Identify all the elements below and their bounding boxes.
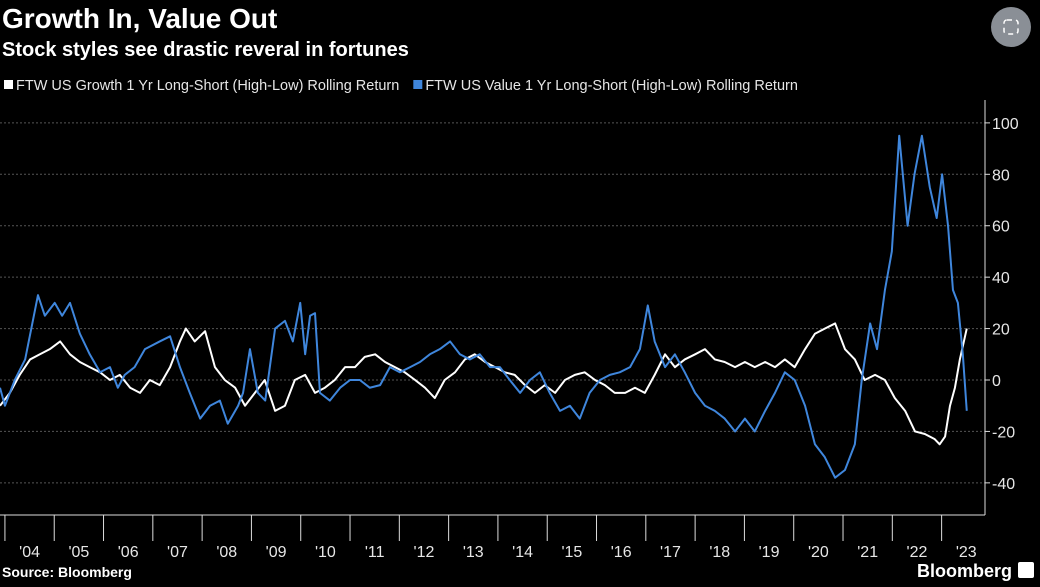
y-tick-label: -40 [992,476,1015,493]
series-line [0,134,968,479]
legend-swatch [4,80,13,89]
x-tick-label: '20 [808,544,829,561]
share-button[interactable] [991,7,1031,47]
y-tick-label: 40 [992,270,1010,287]
legend: FTW US Growth 1 Yr Long-Short (High-Low)… [4,78,798,94]
x-tick-label: '22 [907,544,928,561]
source-note: Source: Bloomberg [2,564,132,580]
x-tick-label: '08 [216,544,237,561]
x-tick-label: '05 [68,544,89,561]
y-tick-label: 80 [992,167,1010,184]
legend-label: FTW US Growth 1 Yr Long-Short (High-Low)… [16,78,399,94]
y-tick-label: 0 [992,373,1001,390]
x-tick-label: '15 [561,544,582,561]
x-tick-label: '10 [315,544,336,561]
x-tick-label: '18 [709,544,730,561]
brand-logo: Bloomberg [917,561,1012,581]
x-tick-label: '12 [414,544,435,561]
x-tick-label: '14 [512,544,533,561]
x-tick-label: '16 [611,544,632,561]
x-tick-label: '06 [118,544,139,561]
y-tick-label: 100 [992,116,1019,133]
x-tick-label: '09 [266,544,287,561]
legend-label: FTW US Value 1 Yr Long-Short (High-Low) … [425,78,798,94]
brand-icon [1018,562,1034,578]
chart-title: Growth In, Value Out [2,3,277,34]
y-tick-label: 20 [992,322,1010,339]
x-tick-label: '11 [365,544,385,561]
x-tick-label: '13 [463,544,484,561]
plot-area: -40 -20 0 20 40 60 80 100 '04 '05 '06 '07 '08 '09 '10 '… [0,100,1019,561]
y-tick-label: -20 [992,424,1015,441]
legend-swatch [413,80,423,89]
x-tick-label: '23 [956,544,977,561]
x-tick-label: '17 [660,544,681,561]
x-tick-label: '04 [19,544,40,561]
share-icon [1003,19,1019,35]
x-tick-label: '07 [167,544,188,561]
y-tick-label: 60 [992,219,1010,236]
x-tick-label: '19 [759,544,780,561]
x-tick-label: '21 [857,544,878,561]
chart-subtitle: Stock styles see drastic reveral in fort… [2,39,409,61]
